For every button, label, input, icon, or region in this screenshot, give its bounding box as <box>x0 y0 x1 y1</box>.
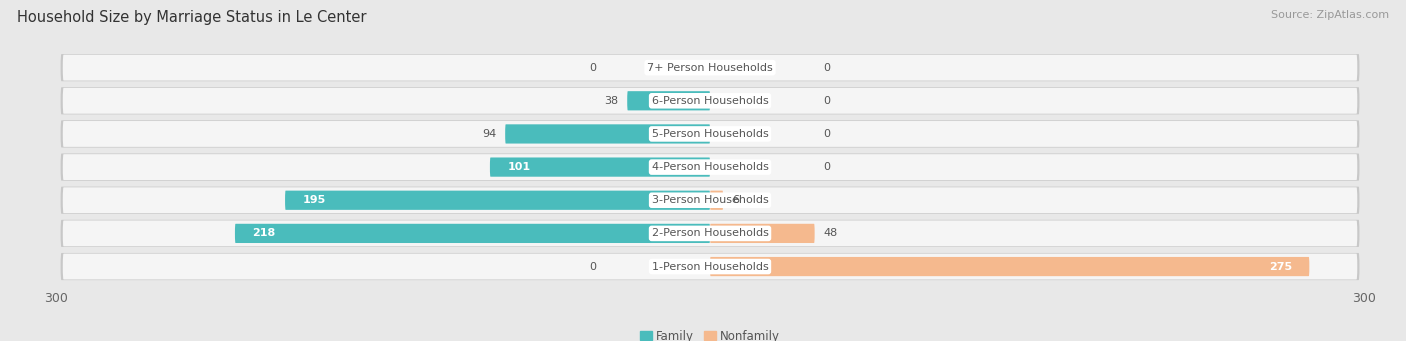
Text: 4-Person Households: 4-Person Households <box>651 162 769 172</box>
FancyBboxPatch shape <box>60 54 1360 81</box>
Text: 6: 6 <box>731 195 738 205</box>
FancyBboxPatch shape <box>63 187 1357 213</box>
FancyBboxPatch shape <box>63 55 1357 80</box>
Text: 0: 0 <box>824 63 831 73</box>
Text: 3-Person Households: 3-Person Households <box>651 195 769 205</box>
Text: 101: 101 <box>508 162 530 172</box>
Text: 275: 275 <box>1268 262 1292 271</box>
Text: Household Size by Marriage Status in Le Center: Household Size by Marriage Status in Le … <box>17 10 367 25</box>
FancyBboxPatch shape <box>63 221 1357 246</box>
Text: 0: 0 <box>589 262 596 271</box>
FancyBboxPatch shape <box>489 158 710 177</box>
Legend: Family, Nonfamily: Family, Nonfamily <box>636 325 785 341</box>
Text: 7+ Person Households: 7+ Person Households <box>647 63 773 73</box>
Text: 0: 0 <box>824 129 831 139</box>
Text: 0: 0 <box>824 162 831 172</box>
FancyBboxPatch shape <box>235 224 710 243</box>
Text: 5-Person Households: 5-Person Households <box>651 129 769 139</box>
Text: 0: 0 <box>824 96 831 106</box>
Text: 1-Person Households: 1-Person Households <box>651 262 769 271</box>
FancyBboxPatch shape <box>63 254 1357 280</box>
FancyBboxPatch shape <box>627 91 710 110</box>
Text: 94: 94 <box>482 129 496 139</box>
FancyBboxPatch shape <box>60 153 1360 181</box>
Text: 0: 0 <box>589 63 596 73</box>
FancyBboxPatch shape <box>505 124 710 144</box>
FancyBboxPatch shape <box>63 121 1357 147</box>
Text: 2-Person Households: 2-Person Households <box>651 228 769 238</box>
FancyBboxPatch shape <box>285 191 710 210</box>
Text: Source: ZipAtlas.com: Source: ZipAtlas.com <box>1271 10 1389 20</box>
FancyBboxPatch shape <box>710 191 723 210</box>
Text: 6-Person Households: 6-Person Households <box>651 96 769 106</box>
Text: 48: 48 <box>824 228 838 238</box>
FancyBboxPatch shape <box>63 154 1357 180</box>
Text: 38: 38 <box>605 96 619 106</box>
FancyBboxPatch shape <box>63 88 1357 114</box>
FancyBboxPatch shape <box>60 187 1360 214</box>
FancyBboxPatch shape <box>60 120 1360 148</box>
Text: 195: 195 <box>302 195 326 205</box>
FancyBboxPatch shape <box>710 224 814 243</box>
FancyBboxPatch shape <box>710 257 1309 276</box>
FancyBboxPatch shape <box>60 87 1360 114</box>
FancyBboxPatch shape <box>60 220 1360 247</box>
Text: 218: 218 <box>252 228 276 238</box>
FancyBboxPatch shape <box>60 253 1360 280</box>
